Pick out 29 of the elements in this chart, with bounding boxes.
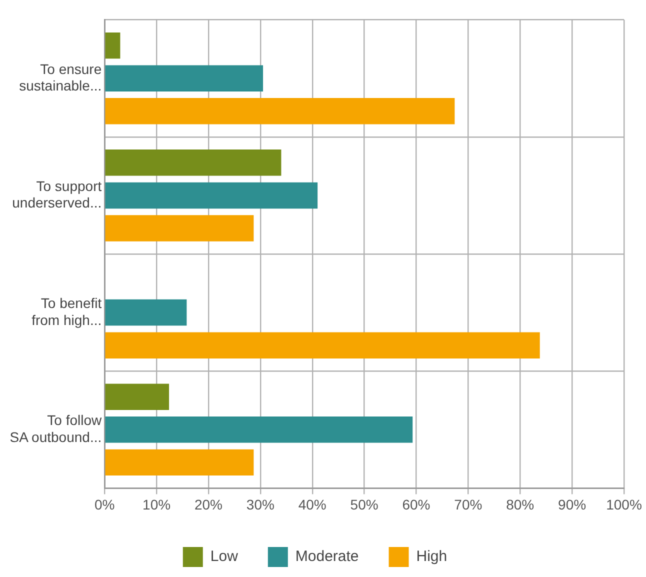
x-tick-label: 50% bbox=[350, 496, 378, 512]
x-tick-label: 10% bbox=[142, 496, 171, 512]
y-tick-label: To support underserved... bbox=[12, 178, 102, 211]
bar bbox=[105, 65, 264, 92]
x-tick-label: 60% bbox=[402, 496, 430, 512]
bar bbox=[105, 299, 187, 326]
y-tick-label: To benefit from high... bbox=[32, 295, 102, 328]
y-tick-label: To follow SA outbound... bbox=[10, 412, 103, 445]
bar bbox=[105, 182, 318, 209]
bar bbox=[105, 332, 540, 358]
x-tick-label: 0% bbox=[94, 496, 115, 512]
y-tick-label: To ensure sustainable... bbox=[19, 60, 102, 94]
x-tick-label: 100% bbox=[606, 496, 642, 512]
bar bbox=[105, 32, 120, 59]
x-tick-label: 80% bbox=[506, 496, 534, 512]
bar bbox=[105, 449, 254, 476]
bar bbox=[105, 98, 455, 124]
legend-label: Low bbox=[210, 548, 238, 566]
bar bbox=[105, 215, 254, 242]
bar bbox=[105, 150, 282, 176]
x-tick-label: 90% bbox=[558, 496, 586, 512]
x-tick-label: 30% bbox=[246, 496, 274, 512]
x-tick-label: 40% bbox=[298, 496, 326, 512]
legend-label: High bbox=[416, 548, 448, 566]
x-tick-label: 70% bbox=[454, 496, 482, 512]
bar bbox=[105, 416, 413, 443]
legend-label: Moderate bbox=[295, 548, 359, 566]
x-tick-label: 20% bbox=[194, 496, 223, 512]
bar bbox=[105, 384, 170, 410]
